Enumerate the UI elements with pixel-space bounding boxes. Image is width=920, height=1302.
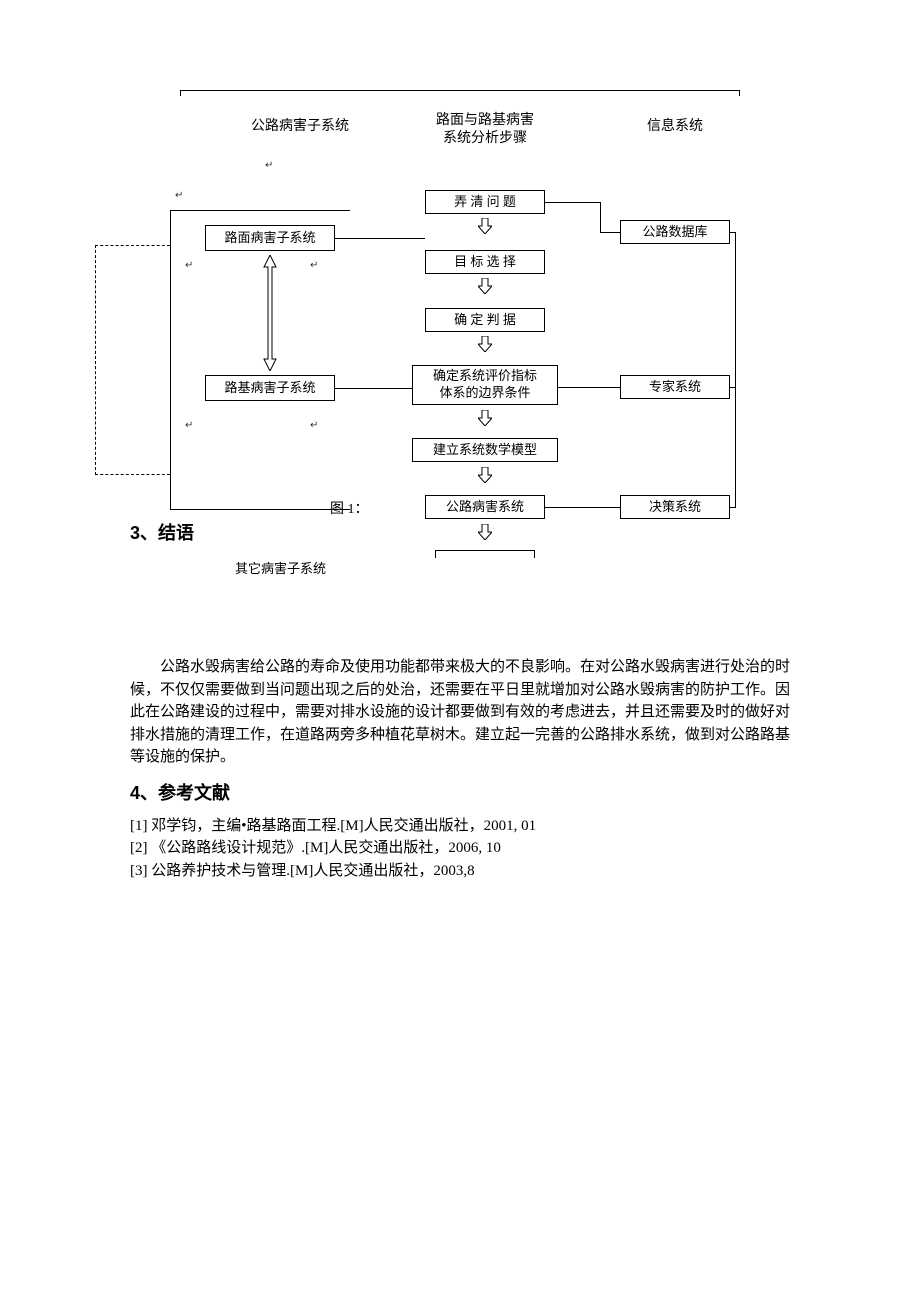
down-arrow <box>478 524 492 540</box>
section3-para: 公路水毁病害给公路的寿命及使用功能都带来极大的不良影响。在对公路水毁病害进行处治… <box>130 656 790 769</box>
mid-box-5: 建立系统数学模型 <box>412 438 558 462</box>
left-box-2: 路基病害子系统 <box>205 375 335 401</box>
figure-caption: 图 1： <box>330 498 369 518</box>
down-arrow <box>478 467 492 483</box>
ref-3: [3] 公路养护技术与管理.[M]人民交通出版社，2003,8 <box>130 860 790 883</box>
mid-box-2: 目 标 选 择 <box>425 250 545 274</box>
header-left: 公路病害子系统 <box>230 118 370 136</box>
left-solid-frame <box>170 210 350 510</box>
down-arrow <box>478 336 492 352</box>
mid-box-3: 确 定 判 据 <box>425 308 545 332</box>
left-box-1: 路面病害子系统 <box>205 225 335 251</box>
section3-heading: 3、结语 <box>130 519 194 545</box>
ref-1: [1] 邓学钧，主编•路基路面工程.[M]人民交通出版社，2001, 01 <box>130 815 790 838</box>
header-right: 信息系统 <box>630 118 720 136</box>
references: [1] 邓学钧，主编•路基路面工程.[M]人民交通出版社，2001, 01 [2… <box>130 815 790 883</box>
mid-box-4: 确定系统评价指标 体系的边界条件 <box>412 365 558 405</box>
flowchart: 公路病害子系统 路面与路基病害 系统分析步骤 信息系统 路面病害子系统 路基病害… <box>180 90 740 590</box>
right-box-3: 决策系统 <box>620 495 730 519</box>
right-box-2: 专家系统 <box>620 375 730 399</box>
mid-box-1: 弄 清 问 题 <box>425 190 545 214</box>
ref-2: [2] 《公路路线设计规范》.[M]人民交通出版社，2006, 10 <box>130 837 790 860</box>
right-box-1: 公路数据库 <box>620 220 730 244</box>
bidir-arrow <box>263 255 277 371</box>
outer-frame <box>180 90 740 91</box>
mid-box-6: 公路病害系统 <box>425 495 545 519</box>
section4-heading: 4、参考文献 <box>130 779 790 805</box>
left-dashed-frame <box>95 245 170 475</box>
down-arrow <box>478 218 492 234</box>
header-mid: 路面与路基病害 系统分析步骤 <box>410 112 560 148</box>
down-arrow <box>478 278 492 294</box>
down-arrow <box>478 410 492 426</box>
overlaid-other-sys: 其它病害子系统 <box>235 558 326 577</box>
